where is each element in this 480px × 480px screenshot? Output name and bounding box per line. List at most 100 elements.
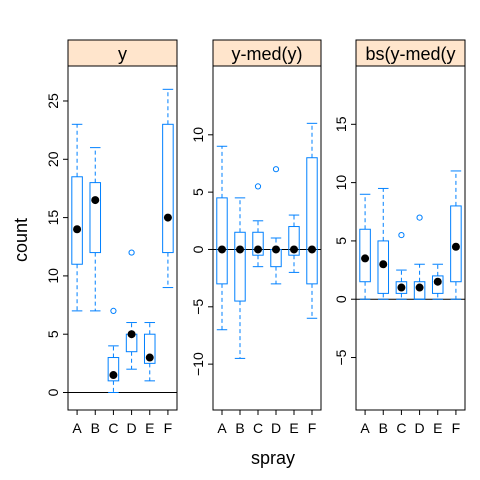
box-body (89, 182, 102, 254)
panel-frame (212, 65, 322, 411)
y-tick-label: 10 (45, 268, 61, 284)
panel-title: y (118, 44, 127, 64)
box-body (143, 333, 156, 364)
median-dot (361, 254, 370, 263)
box-D (125, 249, 138, 370)
box-B (377, 187, 390, 300)
y-tick-label: 0 (333, 295, 349, 303)
panel-title: bs(y-med(y (365, 44, 455, 64)
x-tick-label: F (452, 420, 461, 436)
box-A (71, 123, 83, 312)
panel-title: y-med(y) (232, 44, 303, 64)
box-C (252, 183, 264, 268)
y-tick-label: 25 (45, 93, 61, 109)
y-tick-label: 10 (333, 175, 349, 191)
box-E (431, 263, 444, 300)
x-tick-label: D (271, 420, 281, 436)
x-tick-label: E (433, 420, 442, 436)
median-dot (451, 242, 460, 251)
y-tick-label: −5 (333, 349, 349, 365)
y-tick-label: 5 (333, 237, 349, 245)
box-B (234, 197, 246, 359)
box-C (395, 231, 408, 300)
box-body (162, 123, 174, 254)
median-dot (415, 283, 424, 292)
box-B (89, 147, 102, 312)
x-tick-label: D (127, 420, 137, 436)
box-body (395, 281, 408, 294)
x-tick-label: E (289, 420, 298, 436)
outlier-point (110, 307, 117, 314)
box-body (234, 231, 246, 302)
x-tick-label: B (235, 420, 244, 436)
median-dot (91, 196, 100, 205)
median-dot (127, 330, 136, 339)
box-body (377, 240, 390, 294)
median-dot (397, 283, 406, 292)
box-body (252, 231, 264, 256)
panel-2: y-med(y) −10 −5 0 5 10 A B C D E F (190, 39, 322, 436)
median-dot (109, 371, 118, 380)
box-body (306, 157, 318, 285)
x-tick-label: C (108, 420, 118, 436)
box-D (270, 166, 282, 285)
box-body (107, 357, 120, 382)
box-D (413, 214, 426, 300)
y-tick-label: 15 (333, 116, 349, 132)
y-tick-label: 5 (190, 188, 206, 196)
panel-frame (67, 65, 178, 411)
y-tick-label: 0 (45, 388, 61, 396)
box-E (143, 322, 156, 382)
x-tick-label: A (217, 420, 227, 436)
panel-strip (67, 39, 178, 67)
x-tick-label: A (72, 420, 82, 436)
panel-1: y 0 5 10 15 20 25 A B C D E F (45, 39, 178, 436)
y-axis-label: count (11, 218, 31, 262)
median-dot (379, 260, 388, 269)
outlier-point (128, 249, 135, 256)
median-dot (254, 245, 262, 254)
box-body (288, 226, 300, 256)
median-dot (163, 213, 172, 222)
median-dot (236, 245, 244, 254)
box-body (71, 176, 83, 265)
median-dot (308, 245, 316, 254)
box-F (450, 170, 462, 300)
box-body (450, 205, 462, 283)
y-tick-label: −5 (190, 299, 206, 315)
outlier-point (398, 231, 405, 239)
outlier-point (416, 214, 423, 221)
y-tick-label: 10 (190, 127, 206, 143)
box-F (162, 88, 174, 289)
x-tick-label: C (253, 420, 263, 436)
median-dot (290, 245, 298, 254)
median-dot (433, 277, 442, 286)
median-dot (272, 245, 280, 254)
box-body (216, 197, 228, 285)
y-tick-label: 0 (190, 245, 206, 253)
x-tick-label: D (415, 420, 425, 436)
y-tick-label: 15 (45, 210, 61, 226)
x-tick-label: E (145, 420, 154, 436)
x-tick-label: B (379, 420, 388, 436)
outlier-point (272, 166, 280, 173)
panel-strip (355, 39, 466, 67)
outlier-point (254, 183, 262, 190)
y-tick-label: 5 (45, 330, 61, 338)
box-C (107, 307, 120, 394)
x-tick-label: F (164, 420, 173, 436)
panel-strip (212, 39, 322, 67)
median-dot (218, 245, 226, 254)
panel-frame (355, 65, 466, 411)
box-body (359, 228, 371, 283)
median-dot (145, 353, 154, 362)
box-body (413, 281, 426, 300)
x-tick-label: B (91, 420, 100, 436)
x-tick-label: F (308, 420, 317, 436)
box-E (288, 214, 300, 273)
x-tick-label: A (360, 420, 370, 436)
box-body (431, 275, 444, 294)
median-dot (73, 225, 82, 234)
y-tick-label: 20 (45, 151, 61, 167)
